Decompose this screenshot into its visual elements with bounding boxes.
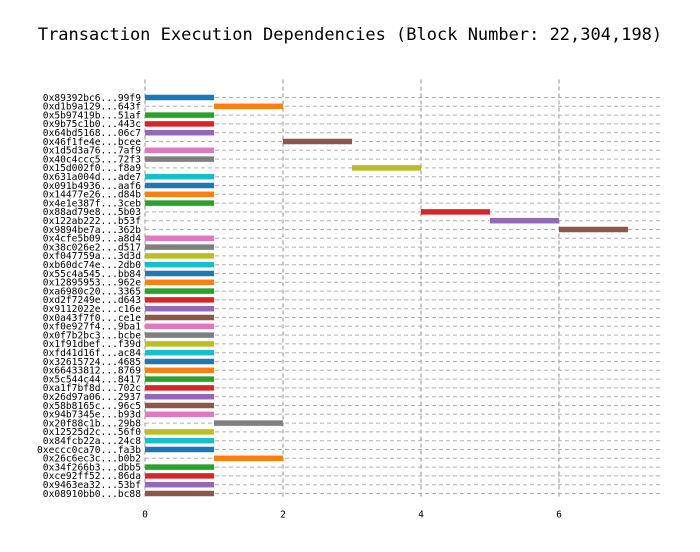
transaction-bar bbox=[145, 297, 214, 303]
transaction-bar bbox=[145, 491, 214, 497]
transaction-bar bbox=[145, 350, 214, 356]
transaction-bar bbox=[214, 104, 283, 110]
transaction-bar bbox=[145, 192, 214, 198]
transaction-bar bbox=[145, 200, 214, 206]
transaction-bar bbox=[145, 447, 214, 453]
transaction-bar bbox=[145, 376, 214, 382]
transaction-bar bbox=[145, 156, 214, 162]
transaction-bar bbox=[421, 209, 490, 215]
transaction-bar bbox=[145, 112, 214, 118]
transaction-bar bbox=[145, 130, 214, 136]
chart-title: Transaction Execution Dependencies (Bloc… bbox=[38, 25, 662, 45]
transaction-bar bbox=[283, 139, 352, 145]
transaction-bar bbox=[145, 429, 214, 435]
transaction-bar bbox=[145, 341, 214, 347]
transaction-bar bbox=[145, 306, 214, 312]
transaction-bar bbox=[145, 482, 214, 488]
transaction-bar bbox=[145, 95, 214, 101]
x-axis-labels: 0 2 4 6 bbox=[142, 510, 562, 521]
transaction-bar bbox=[145, 394, 214, 400]
transaction-bar bbox=[145, 324, 214, 330]
transaction-bar bbox=[145, 332, 214, 338]
transaction-bar bbox=[145, 253, 214, 259]
transaction-bar bbox=[490, 218, 559, 224]
x-tick-label: 6 bbox=[556, 510, 562, 521]
transaction-bar bbox=[145, 385, 214, 391]
x-tick-label: 4 bbox=[418, 510, 424, 521]
transaction-bar bbox=[145, 473, 214, 479]
transaction-bar bbox=[145, 183, 214, 189]
transaction-bar bbox=[214, 456, 283, 462]
transaction-bar bbox=[145, 262, 214, 268]
transaction-bar bbox=[145, 403, 214, 409]
transaction-bar bbox=[145, 464, 214, 470]
transaction-bar bbox=[145, 236, 214, 242]
transaction-bar bbox=[145, 174, 214, 180]
x-tick-label: 0 bbox=[142, 510, 148, 521]
grid-lines bbox=[145, 80, 660, 498]
y-axis-labels: 0x89392bc6...99f90xd1b9a129...643f0x5b97… bbox=[37, 93, 141, 500]
transaction-bar bbox=[145, 148, 214, 154]
transaction-bar bbox=[559, 227, 628, 233]
y-tick-label: 0x08910bb0...bc88 bbox=[43, 489, 141, 500]
transaction-bar bbox=[145, 368, 214, 374]
transaction-bar bbox=[352, 165, 421, 171]
x-tick-label: 2 bbox=[280, 510, 286, 521]
transaction-bar bbox=[145, 271, 214, 277]
transaction-bar bbox=[145, 288, 214, 294]
transaction-bar bbox=[145, 121, 214, 127]
transaction-bar bbox=[145, 315, 214, 321]
transaction-bar bbox=[145, 412, 214, 418]
transaction-bar bbox=[145, 280, 214, 286]
bars bbox=[145, 95, 628, 497]
transaction-bar bbox=[145, 438, 214, 444]
transaction-bar bbox=[214, 420, 283, 426]
transaction-bar bbox=[145, 359, 214, 365]
transaction-bar bbox=[145, 244, 214, 250]
